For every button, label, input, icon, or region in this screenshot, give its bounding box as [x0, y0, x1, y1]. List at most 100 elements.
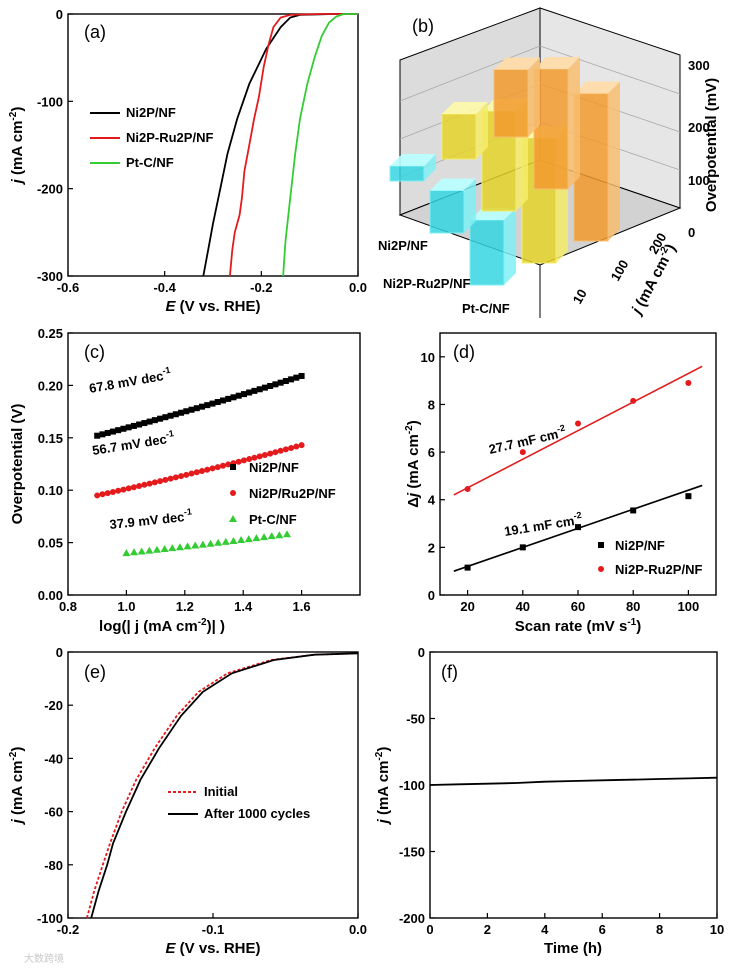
- legend-label: Ni2P/NF: [126, 105, 176, 120]
- y-tick-label: -100: [399, 778, 425, 793]
- x-label-unit: (V vs. RHE): [175, 940, 260, 957]
- bar-front: [389, 165, 425, 182]
- y-label-sup: -2: [404, 425, 415, 434]
- panel-label: (d): [453, 342, 475, 362]
- panel-label: (f): [441, 662, 458, 682]
- y-axis-label: j (mA cm-2): [374, 747, 392, 826]
- data-point-1: [167, 475, 174, 482]
- x-tick-label: 6: [599, 922, 606, 937]
- data-point-1: [235, 458, 242, 465]
- x-tick-label: -0.4: [153, 280, 176, 295]
- data-point-1: [99, 491, 106, 498]
- data-point-2: [260, 533, 269, 541]
- y-tick-label: -50: [406, 712, 425, 727]
- capacitance-annotation: 19.1 mF cm-2: [503, 510, 584, 539]
- legend-label: After 1000 cycles: [204, 806, 310, 821]
- data-point-1: [151, 479, 158, 486]
- y-tick-label: -100: [37, 911, 63, 926]
- y-tick-label: 6: [428, 445, 435, 460]
- slope-sup: -1: [183, 506, 192, 517]
- x-tick-label: 1.2: [176, 599, 194, 614]
- data-point-1: [130, 484, 137, 491]
- catalyst-label: Ni2P-Ru2P/NF: [383, 276, 470, 291]
- y-label-symbol: j: [375, 818, 392, 825]
- y-tick-label: 0.00: [38, 588, 63, 603]
- legend-label: Ni2P/Ru2P/NF: [249, 486, 336, 501]
- x-tick-label: 4: [541, 922, 549, 937]
- data-point-2: [145, 546, 154, 554]
- x-tick-label: 0.0: [349, 280, 367, 295]
- bar-top: [430, 178, 476, 191]
- data-point-0: [225, 395, 232, 402]
- data-point-2: [229, 536, 238, 544]
- data-point-0: [214, 399, 221, 406]
- data-point-0: [630, 507, 637, 514]
- x-tick-label: -0.1: [202, 922, 224, 937]
- watermark: 大数跨境: [24, 952, 64, 965]
- data-point-0: [104, 429, 111, 436]
- data-point-0: [575, 524, 581, 531]
- x-tick-label: -0.2: [57, 922, 79, 937]
- data-point-1: [288, 444, 295, 451]
- data-point-1: [298, 442, 305, 449]
- data-point-0: [141, 420, 148, 427]
- bar-side: [608, 81, 620, 241]
- y-tick-label: 0.20: [38, 378, 63, 393]
- legend-marker: [229, 515, 237, 522]
- y-label-end: ): [375, 747, 392, 752]
- data-point-1: [261, 451, 268, 458]
- x-axis-label: Scan rate (mV s-1): [515, 617, 641, 635]
- data-point-1: [193, 469, 200, 476]
- data-point-1: [219, 462, 226, 469]
- panel-e: -0.2 -0.1 0.0 -100 -80 -60 -40 -20 0 Initial After…: [8, 645, 367, 957]
- bar-front: [469, 219, 505, 286]
- data-point-0: [282, 378, 289, 385]
- panel-label: (a): [84, 22, 106, 42]
- z-tick-label: 200: [688, 120, 710, 135]
- data-point-0: [219, 397, 226, 404]
- series-line-0: [429, 776, 718, 786]
- x-tick-label: 0.0: [349, 922, 367, 937]
- y-label-sup: -2: [8, 111, 19, 120]
- data-point-1: [109, 488, 116, 495]
- data-point-1: [575, 420, 581, 427]
- y-axis-label: Overpotential (V): [9, 404, 26, 525]
- bar-top: [494, 57, 540, 70]
- y-label-end: ): [9, 107, 26, 112]
- y-tick-label: 0.15: [38, 431, 63, 446]
- y-tick-label: 0: [428, 588, 435, 603]
- data-point-2: [237, 536, 246, 544]
- panel-label: (b): [412, 16, 434, 36]
- bar-top: [390, 154, 436, 166]
- legend-label: Pt-C/NF: [249, 512, 297, 527]
- data-point-0: [230, 394, 237, 401]
- x-axis-label: log(| j (mA cm-2)| ): [99, 617, 225, 635]
- y-label-symbol: j: [405, 492, 422, 499]
- y-axis-label: Δj (mA cm-2): [404, 420, 422, 507]
- bar-side: [568, 57, 580, 189]
- data-point-2: [122, 549, 131, 557]
- data-point-1: [157, 478, 164, 485]
- x-tick-label: 20: [460, 599, 474, 614]
- plot-frame: [429, 651, 718, 919]
- catalyst-label: Ni2P/NF: [378, 238, 428, 253]
- bar-side: [464, 178, 476, 233]
- legend-marker: [598, 542, 604, 548]
- data-point-0: [183, 408, 190, 415]
- series-line-1: [90, 652, 359, 919]
- data-point-1: [519, 449, 526, 456]
- slope-text: 37.9 mV dec: [109, 509, 185, 532]
- y-tick-label: -150: [399, 845, 425, 860]
- y-tick-label: -100: [37, 94, 63, 109]
- data-point-1: [115, 487, 122, 494]
- capacitance-sup: -2: [573, 510, 582, 521]
- y-tick-label: -200: [399, 911, 425, 926]
- data-point-0: [130, 422, 137, 429]
- data-point-2: [152, 545, 161, 553]
- y-tick-label: 4: [428, 493, 436, 508]
- y-tick-label: 0: [418, 645, 425, 660]
- data-point-1: [162, 476, 169, 483]
- series-line-0: [202, 13, 358, 277]
- density-tick-label: 10: [570, 286, 590, 306]
- data-point-1: [267, 450, 274, 457]
